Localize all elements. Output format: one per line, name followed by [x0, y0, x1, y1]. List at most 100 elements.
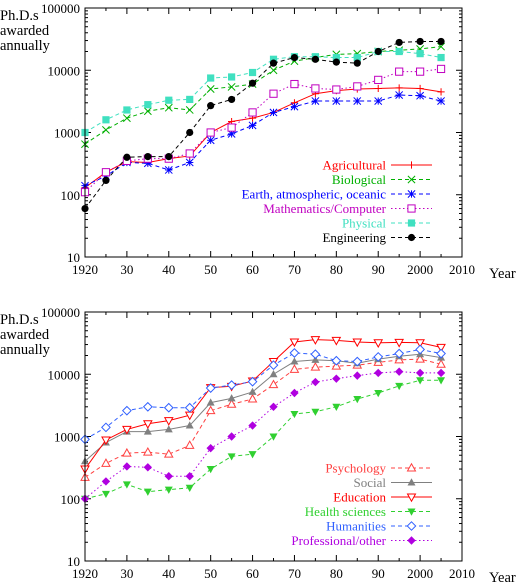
series-health-sciences: [81, 377, 446, 503]
data-point: [416, 67, 425, 76]
data-point: [289, 338, 300, 348]
series-line: [84, 353, 442, 462]
data-point: [163, 402, 174, 413]
data-point: [407, 536, 416, 545]
data-point: [416, 84, 424, 93]
data-point: [437, 377, 446, 385]
data-point: [248, 451, 257, 459]
data-point: [407, 175, 416, 184]
legend-label: Education: [333, 490, 386, 505]
series-agricultural: [81, 84, 445, 192]
data-point: [186, 95, 194, 104]
y-tick-label: 100000: [41, 1, 80, 16]
data-point: [436, 343, 446, 353]
legend-label: Earth, atmospheric, oceanic: [242, 187, 387, 202]
series-physical: [81, 47, 445, 137]
y-tick-label: 10: [67, 554, 80, 569]
data-point: [143, 159, 152, 168]
plot-frame: [84, 311, 463, 562]
data-point: [394, 338, 405, 348]
data-point: [205, 383, 216, 393]
data-point: [353, 371, 362, 380]
data-point: [248, 121, 257, 130]
data-point: [407, 190, 416, 198]
data-point: [101, 477, 111, 486]
x-tick-label: 50: [204, 262, 217, 277]
data-point: [290, 357, 299, 365]
y-tick-label: 10: [67, 250, 80, 265]
data-point: [226, 398, 237, 408]
series-line: [84, 87, 442, 189]
data-point: [207, 74, 215, 82]
data-point: [163, 417, 174, 426]
legend-label: Agricultural: [322, 158, 386, 173]
data-point: [352, 338, 363, 348]
data-point: [101, 490, 110, 499]
data-point: [311, 97, 320, 106]
plot-frame: [84, 7, 463, 258]
data-point: [164, 103, 173, 112]
y-tick-label: 10000: [48, 367, 81, 382]
data-point: [269, 370, 278, 378]
data-point: [228, 73, 236, 81]
series-line: [84, 379, 442, 500]
data-point: [290, 410, 299, 419]
data-point: [311, 55, 319, 63]
data-point: [206, 136, 215, 145]
data-point: [394, 354, 405, 364]
y-axis-label-line: Ph.D.s: [0, 8, 39, 24]
data-point: [310, 349, 321, 360]
data-point: [248, 387, 257, 395]
data-point: [206, 128, 215, 137]
data-point: [185, 484, 194, 492]
data-point: [185, 149, 194, 158]
data-point: [416, 377, 425, 385]
data-point: [142, 420, 153, 430]
y-tick-label: 10000: [48, 63, 81, 78]
data-point: [395, 67, 404, 76]
y-tick-label: 100: [61, 492, 81, 507]
y-axis-label: Ph.D.s awarded annually: [0, 312, 51, 358]
x-tick-label: 90: [372, 566, 385, 581]
x-tick-label: 50: [204, 566, 217, 581]
data-point: [311, 84, 320, 93]
data-point: [226, 380, 237, 390]
data-point: [407, 478, 416, 486]
data-point: [101, 422, 111, 433]
data-point: [227, 129, 236, 138]
x-tick-label: 2000: [407, 566, 433, 581]
x-tick-label: 40: [162, 566, 175, 581]
data-point: [248, 421, 257, 430]
data-point: [310, 361, 321, 371]
data-point: [332, 403, 341, 411]
data-point: [122, 447, 132, 457]
data-point: [185, 106, 194, 114]
data-point: [311, 377, 320, 387]
data-point: [332, 58, 340, 66]
data-point: [406, 521, 417, 531]
y-axis-label: Ph.D.s awarded annually: [0, 8, 51, 54]
y-axis-label-line: annually: [0, 38, 51, 54]
data-point: [374, 368, 383, 378]
series-professional-other: [80, 367, 446, 503]
data-point: [373, 339, 384, 349]
series-education: [80, 336, 446, 475]
data-point: [227, 123, 236, 132]
data-point: [101, 125, 110, 134]
data-point: [407, 219, 416, 227]
series-line: [84, 51, 442, 133]
data-point: [164, 472, 173, 481]
data-point: [353, 82, 362, 91]
data-point: [415, 339, 425, 349]
data-point: [184, 402, 195, 413]
y-axis-label-line: awarded: [0, 23, 50, 39]
x-axis-label: Year: [489, 266, 516, 282]
data-point: [143, 427, 152, 435]
data-point: [415, 368, 425, 378]
data-point: [395, 84, 403, 92]
x-tick-label: 60: [246, 566, 259, 581]
series-line: [84, 339, 442, 470]
data-point: [123, 106, 131, 114]
data-point: [185, 421, 194, 429]
data-point: [395, 47, 403, 56]
